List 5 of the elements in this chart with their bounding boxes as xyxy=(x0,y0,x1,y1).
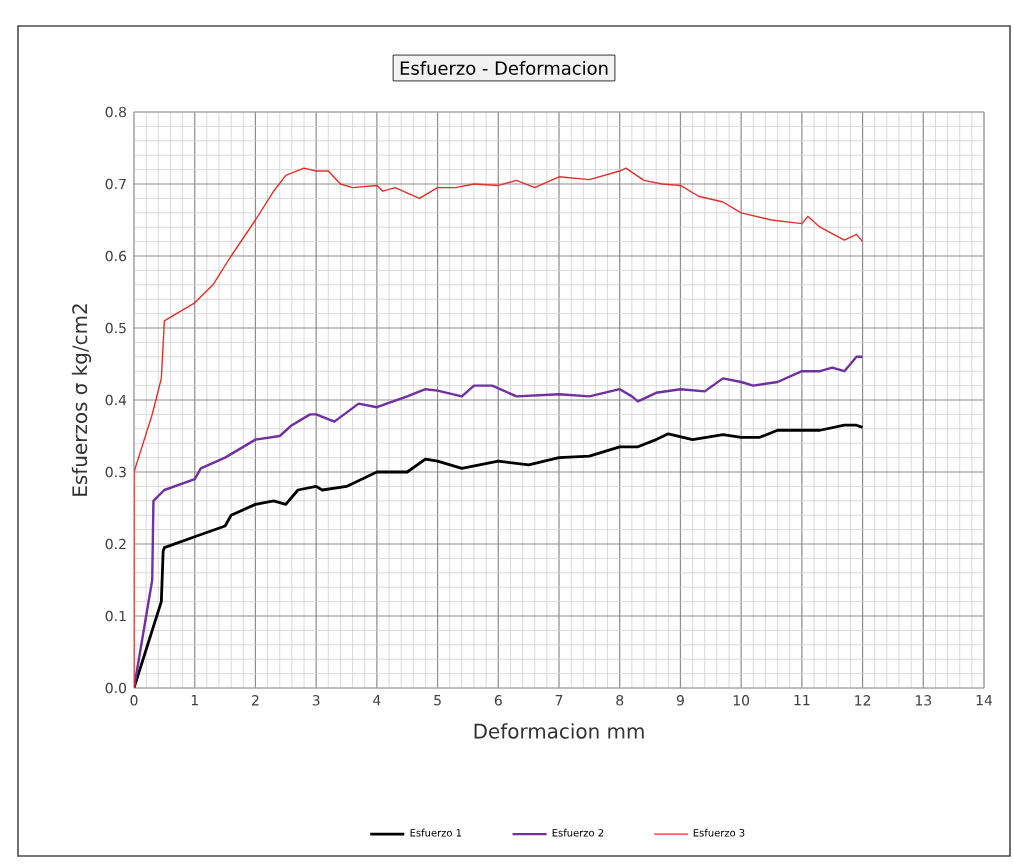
chart-title: Esfuerzo - Deformacion xyxy=(400,61,608,75)
line-series xyxy=(134,167,864,688)
line-series xyxy=(134,355,864,688)
y-axis-title: Esfuerzos σ kg/cm2 xyxy=(71,304,92,496)
x-axis-title: Deformacion mm xyxy=(474,723,644,739)
